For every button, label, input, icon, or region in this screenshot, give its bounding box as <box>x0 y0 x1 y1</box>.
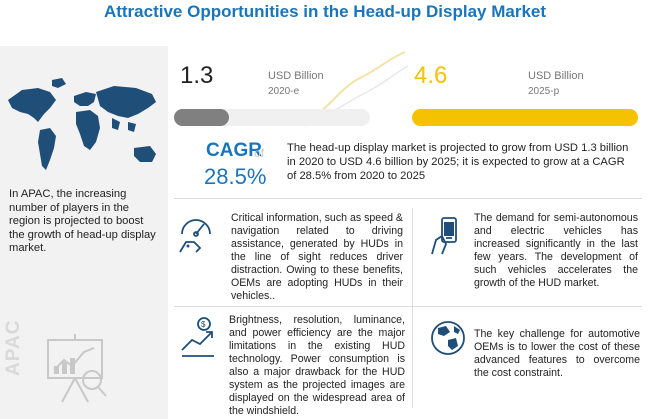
cagr-label: CAGR <box>206 140 262 161</box>
svg-text:$: $ <box>201 320 206 329</box>
presentation-chart-icon <box>47 334 107 403</box>
cagr-of: of <box>254 146 265 160</box>
card-autonomous: The demand for semi-autonomous and elect… <box>474 212 638 289</box>
speedometer-hand-icon <box>179 219 211 253</box>
stat-bar-fill <box>412 109 638 126</box>
apac-description: In APAC, the increasing number of player… <box>9 188 156 255</box>
stat-bar-track <box>174 109 370 126</box>
globe-icon <box>431 321 465 355</box>
divider <box>412 208 413 408</box>
card-navigation: Critical information, such as speed & na… <box>231 212 403 302</box>
stat-year: 2020-e <box>268 86 300 97</box>
market-summary: The head-up display market is projected … <box>287 142 629 182</box>
stat-value: 4.6 <box>414 62 448 89</box>
growth-chart-icon: $ <box>181 317 214 357</box>
page-title: Attractive Opportunities in the Head-up … <box>103 2 547 21</box>
card-limitations: Brightness, resolution, luminance, and p… <box>229 314 405 417</box>
stat-value: 1.3 <box>180 62 214 89</box>
world-map-icon <box>8 78 156 170</box>
stat-unit: USD Billion <box>528 70 584 82</box>
divider <box>174 198 642 199</box>
card-challenge: The key challenge for automotive OEMs is… <box>474 328 640 379</box>
apac-vertical-label: APAC <box>3 319 24 376</box>
stat-year: 2025-p <box>528 86 560 97</box>
smartphone-hand-icon <box>431 217 457 255</box>
stat-bar-fill <box>174 109 229 126</box>
cagr-value: 28.5% <box>204 164 267 189</box>
divider <box>174 306 642 307</box>
stat-bar-track <box>412 109 638 126</box>
stat-unit: USD Billion <box>268 70 324 82</box>
apac-panel: In APAC, the increasing number of player… <box>0 46 168 419</box>
